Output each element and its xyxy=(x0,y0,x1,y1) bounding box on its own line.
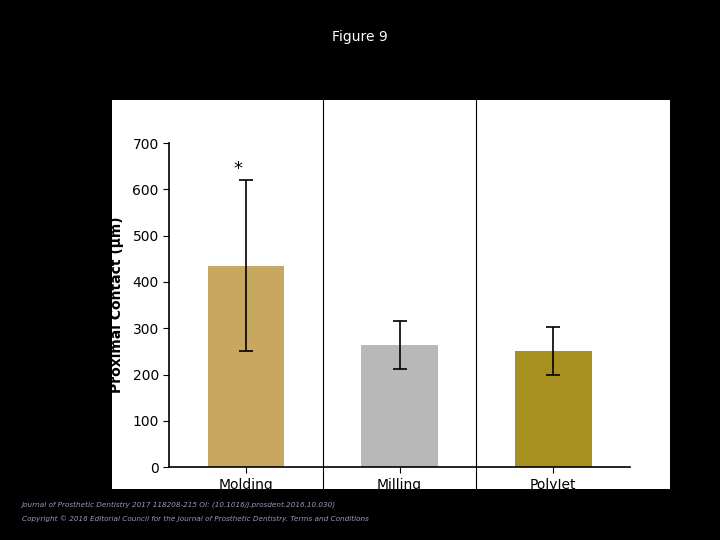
X-axis label: Groups: Groups xyxy=(366,503,433,521)
Y-axis label: Mean Discrepancy of
Proximal Contact (μm): Mean Discrepancy of Proximal Contact (μm… xyxy=(94,217,124,394)
Text: Copyright © 2016 Editorial Council for the Journal of Prosthetic Dentistry. Term: Copyright © 2016 Editorial Council for t… xyxy=(22,516,369,522)
Bar xyxy=(361,346,438,467)
Text: Journal of Prosthetic Dentistry 2017 118208-215 OI: (10.1016/j.prosdent.2016.10.: Journal of Prosthetic Dentistry 2017 118… xyxy=(22,501,336,508)
Text: Figure 9: Figure 9 xyxy=(332,30,388,44)
Bar xyxy=(515,352,592,467)
Text: *: * xyxy=(234,160,243,178)
Bar xyxy=(207,266,284,467)
